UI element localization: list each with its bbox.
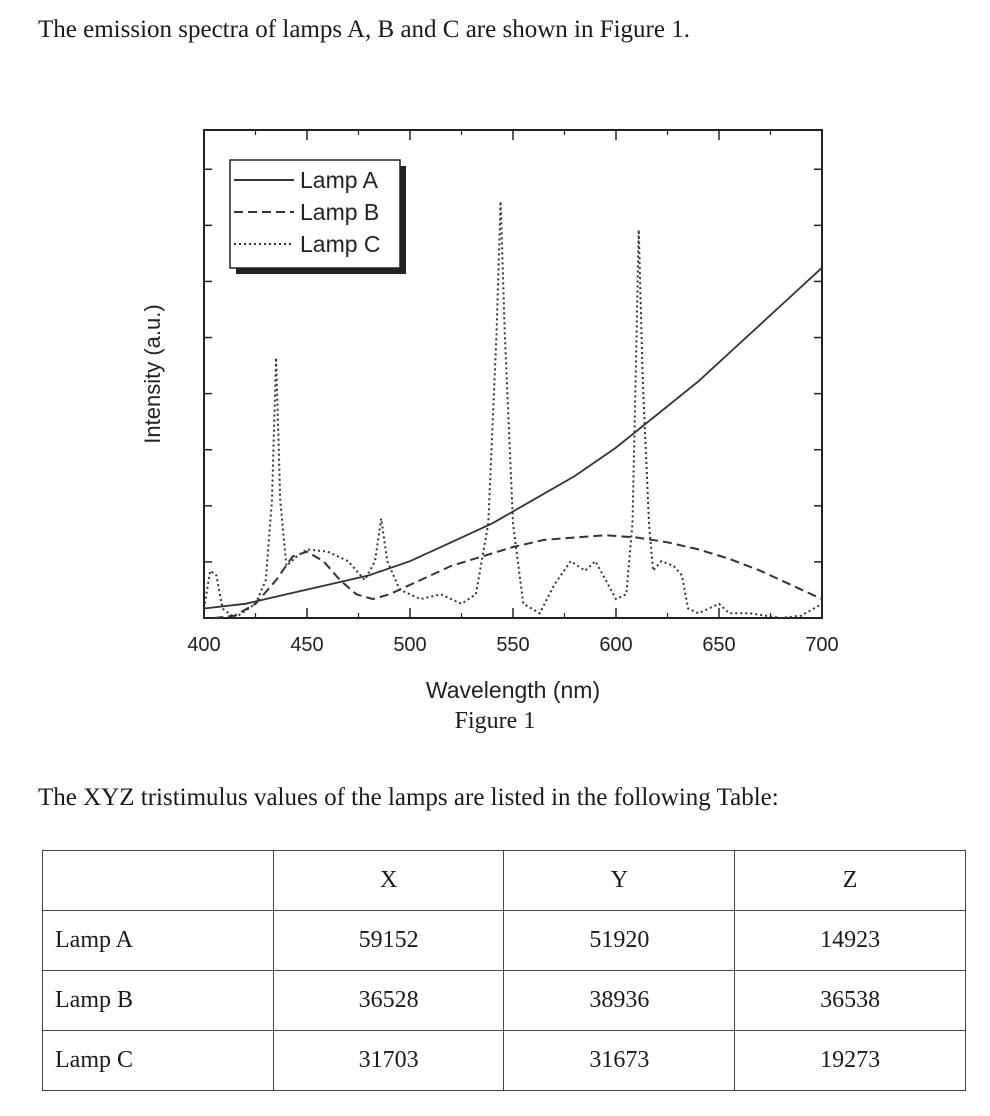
table-header-row: X Y Z: [42, 850, 966, 911]
x-tick-label: 650: [702, 634, 735, 656]
figure-1: 400 450 500 550 600 650 700 Wavelength (nm) Inte…: [120, 110, 880, 750]
cell-z: 19273: [734, 1030, 966, 1091]
row-label: Lamp B: [42, 970, 274, 1031]
y-axis-label: Intensity (a.u.): [140, 304, 165, 443]
legend-label: Lamp C: [300, 231, 381, 257]
series-line-lamp-a: [203, 267, 823, 610]
table-header-corner: [42, 850, 274, 911]
table-header-y: Y: [503, 850, 736, 911]
series-line-lamp-c: [203, 201, 823, 620]
x-axis-label: Wavelength (nm): [426, 677, 600, 703]
tristimulus-table: X Y Z Lamp A 59152 51920 14923 Lamp B 36…: [42, 850, 966, 1091]
table-header-z: Z: [734, 850, 966, 911]
legend-label: Lamp B: [300, 199, 379, 225]
cell-y: 51920: [503, 910, 736, 971]
table-row: Lamp A 59152 51920 14923: [42, 910, 966, 971]
legend-box: [229, 159, 401, 269]
spectrum-chart: 400 450 500 550 600 650 700 Wavelength (nm) Inte…: [140, 129, 839, 703]
x-tick-label: 700: [805, 634, 838, 656]
legend-label: Lamp A: [300, 167, 379, 193]
x-tick-label: 450: [290, 634, 323, 656]
cell-z: 36538: [734, 970, 966, 1031]
row-label: Lamp C: [42, 1030, 274, 1091]
cell-y: 38936: [503, 970, 736, 1031]
cell-x: 36528: [272, 970, 505, 1031]
x-tick-label: 400: [187, 634, 220, 656]
intro-paragraph: The emission spectra of lamps A, B and C…: [38, 16, 690, 43]
table-row: Lamp B 36528 38936 36538: [42, 970, 966, 1031]
cell-x: 59152: [272, 910, 505, 971]
row-label: Lamp A: [42, 910, 274, 971]
cell-x: 31703: [272, 1030, 505, 1091]
table-header-x: X: [272, 850, 505, 911]
series-line-lamp-b: [214, 534, 823, 619]
x-tick-label: 600: [599, 634, 632, 656]
x-tick-label: 550: [496, 634, 529, 656]
x-tick-label: 500: [393, 634, 426, 656]
cell-z: 14923: [734, 910, 966, 971]
cell-y: 31673: [503, 1030, 736, 1091]
table-row: Lamp C 31703 31673 19273: [42, 1030, 966, 1091]
table-intro-paragraph: The XYZ tristimulus values of the lamps …: [38, 784, 779, 811]
figure-caption: Figure 1: [454, 708, 536, 734]
